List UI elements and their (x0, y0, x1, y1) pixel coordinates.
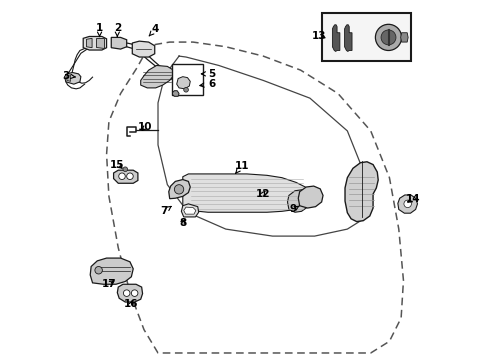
Polygon shape (67, 75, 70, 81)
Polygon shape (141, 66, 173, 88)
Text: 5: 5 (201, 69, 215, 79)
Polygon shape (90, 258, 133, 284)
Text: 3: 3 (62, 71, 75, 81)
Polygon shape (172, 91, 179, 96)
Polygon shape (345, 162, 377, 222)
Circle shape (131, 290, 138, 296)
FancyBboxPatch shape (172, 64, 203, 95)
Polygon shape (117, 284, 142, 302)
Polygon shape (176, 77, 190, 89)
Polygon shape (287, 190, 309, 212)
Polygon shape (298, 186, 323, 208)
Polygon shape (64, 72, 81, 84)
Polygon shape (83, 36, 106, 50)
Text: 17: 17 (102, 279, 116, 289)
Text: 9: 9 (289, 204, 299, 215)
Text: 11: 11 (234, 161, 249, 174)
Circle shape (183, 87, 188, 92)
Polygon shape (132, 41, 154, 57)
Circle shape (95, 266, 102, 274)
Text: 6: 6 (200, 79, 215, 89)
Text: 1: 1 (96, 23, 103, 36)
Text: 2: 2 (114, 23, 121, 36)
Polygon shape (344, 25, 351, 51)
Text: 16: 16 (124, 299, 138, 309)
Polygon shape (86, 38, 92, 48)
Text: 15: 15 (110, 159, 124, 170)
Text: 12: 12 (255, 189, 270, 199)
Text: 13: 13 (311, 31, 326, 41)
Text: 4: 4 (149, 24, 159, 36)
Text: 8: 8 (179, 217, 186, 228)
Circle shape (119, 173, 125, 180)
Circle shape (126, 173, 133, 180)
Polygon shape (111, 37, 126, 49)
Circle shape (403, 200, 410, 208)
Polygon shape (400, 33, 407, 42)
Circle shape (380, 30, 395, 45)
Circle shape (123, 290, 130, 296)
Polygon shape (181, 204, 198, 217)
Polygon shape (332, 25, 339, 51)
Polygon shape (183, 174, 310, 212)
Circle shape (122, 167, 127, 172)
FancyBboxPatch shape (321, 13, 410, 61)
Text: 10: 10 (138, 122, 152, 132)
Circle shape (174, 185, 183, 194)
Polygon shape (168, 180, 190, 199)
Polygon shape (113, 170, 138, 183)
Polygon shape (183, 207, 196, 214)
Text: 7: 7 (160, 206, 171, 216)
Polygon shape (96, 38, 104, 48)
Polygon shape (397, 195, 417, 213)
Text: 14: 14 (405, 194, 419, 204)
Circle shape (375, 24, 401, 50)
